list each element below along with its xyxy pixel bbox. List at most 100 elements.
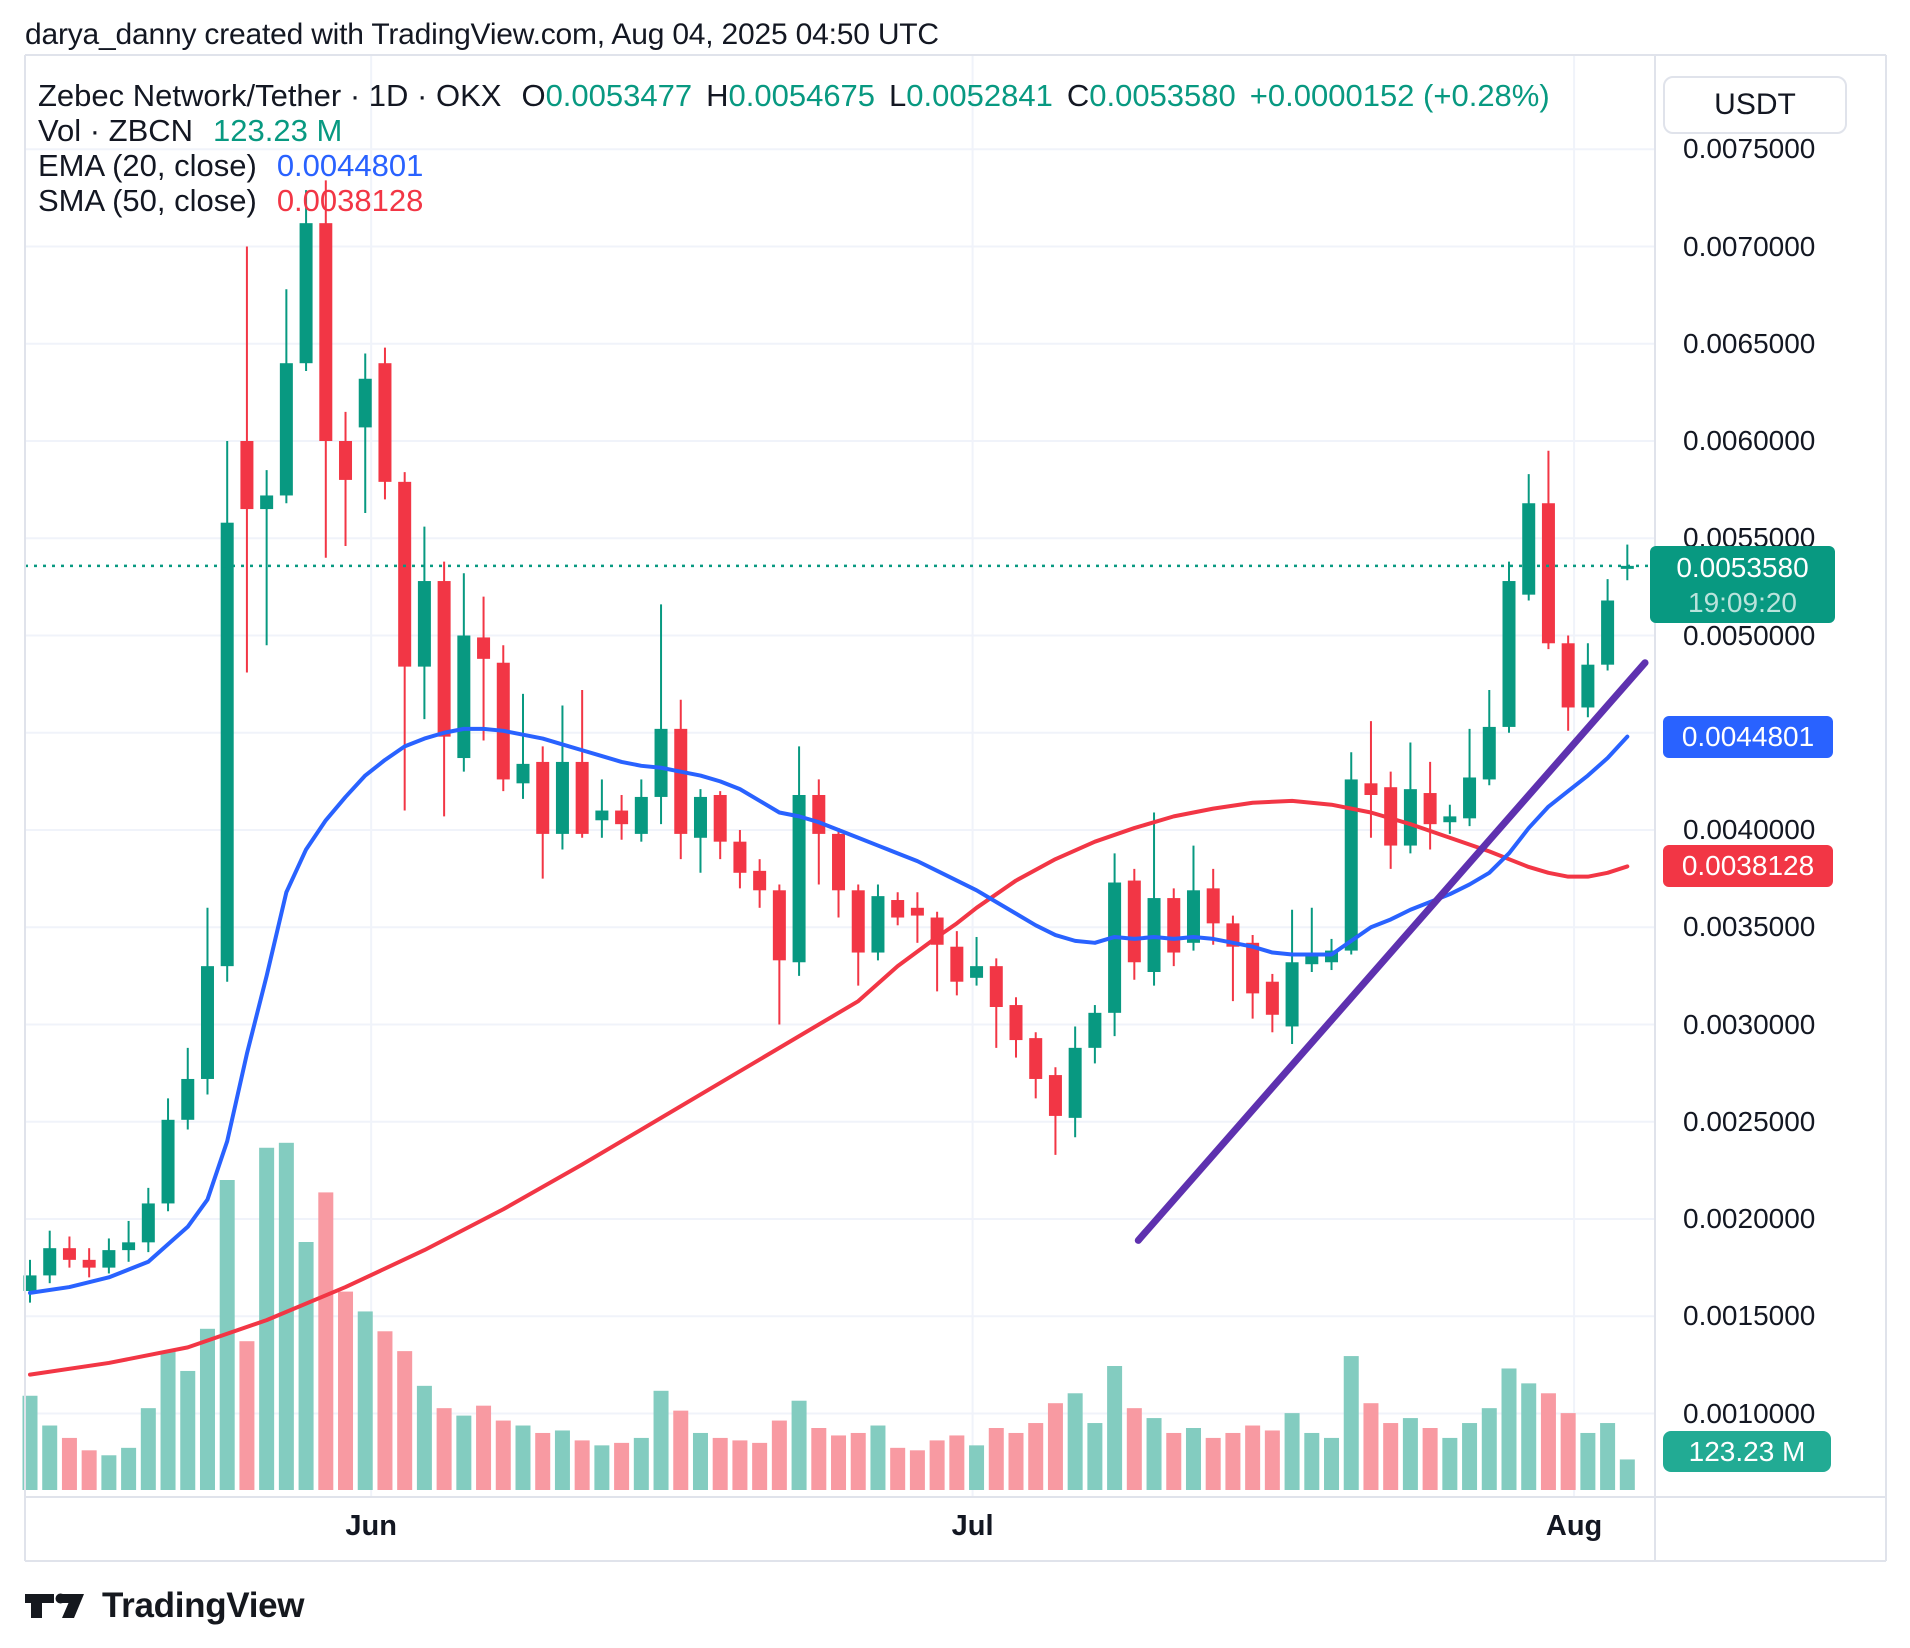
candle-body	[319, 223, 333, 442]
volume-bar	[811, 1428, 827, 1490]
candle-body	[1305, 952, 1319, 965]
volume-bar	[1501, 1368, 1517, 1490]
time-axis-label: Jul	[951, 1510, 994, 1542]
volume-bar	[1540, 1393, 1556, 1490]
open-label: O	[521, 78, 546, 113]
volume-bar	[81, 1450, 97, 1490]
volume-bar	[1205, 1437, 1221, 1490]
volume-bar	[180, 1370, 196, 1490]
volume-bar	[535, 1432, 551, 1490]
price-axis-label: 0.0015000	[1683, 1300, 1816, 1332]
volume-bar	[1245, 1425, 1261, 1490]
volume-bar	[377, 1331, 393, 1490]
legend-volume-row[interactable]: Vol · ZBCN 123.23 M	[38, 114, 1550, 148]
candle-body	[772, 890, 786, 961]
candle-body	[398, 481, 412, 667]
candle-body	[970, 966, 984, 978]
price-axis-label: 0.0065000	[1683, 327, 1816, 359]
change-value: +0.0000152 (+0.28%)	[1249, 78, 1550, 113]
volume-bar	[495, 1420, 511, 1490]
candle-body	[437, 581, 451, 737]
candle-body	[575, 761, 589, 834]
candle-body	[733, 841, 747, 873]
volume-bar	[199, 1328, 215, 1490]
current-price-value: 0.0053580	[1676, 551, 1809, 583]
volume-bar	[1324, 1437, 1340, 1490]
volume-bar	[831, 1435, 847, 1490]
symbol-title[interactable]: Zebec Network/Tether · 1D · OKX	[38, 78, 502, 113]
legend-symbol-row[interactable]: Zebec Network/Tether · 1D · OKX O0.005347…	[38, 79, 1550, 113]
candle-body	[1127, 880, 1141, 963]
price-axis-label: 0.0035000	[1683, 911, 1816, 943]
candle-body	[1048, 1075, 1062, 1116]
volume-bar	[1442, 1437, 1458, 1490]
candle-body	[989, 966, 1003, 1007]
volume-bar	[515, 1425, 531, 1490]
volume-bar	[121, 1447, 137, 1490]
volume-bar	[318, 1192, 334, 1490]
tradingview-footer[interactable]: TradingView	[25, 1586, 305, 1626]
candle-body	[1108, 882, 1122, 1013]
candle-body	[43, 1248, 57, 1276]
candle-body	[378, 363, 392, 482]
candle-body	[1364, 783, 1378, 795]
candle-body	[339, 441, 353, 480]
tradingview-wordmark: TradingView	[102, 1586, 305, 1625]
candle-body	[181, 1078, 195, 1120]
candle-body	[240, 441, 254, 510]
volume-bar	[633, 1437, 649, 1490]
candle-body	[516, 763, 530, 784]
price-axis-label: 0.0075000	[1683, 133, 1816, 165]
volume-bar	[574, 1440, 590, 1490]
price-axis-label: 0.0010000	[1683, 1397, 1816, 1429]
low-value: 0.0052841	[906, 78, 1053, 113]
current-price-badge: 0.0053580 19:09:20	[1650, 545, 1835, 623]
candle-body	[674, 728, 688, 834]
price-axis-label: 0.0070000	[1683, 230, 1816, 262]
candle-body	[1206, 888, 1220, 924]
volume-bar	[1047, 1403, 1063, 1490]
candle-body	[260, 495, 274, 510]
candle-body	[161, 1119, 175, 1204]
volume-bar	[338, 1291, 354, 1490]
volume-bar	[1067, 1393, 1083, 1490]
volume-bar	[712, 1437, 728, 1490]
candle-body	[910, 907, 924, 916]
candle-body	[1522, 503, 1536, 595]
candle-body	[812, 794, 826, 834]
volume-bar	[1225, 1432, 1241, 1490]
candle-body	[615, 810, 629, 825]
volume-bar	[1619, 1459, 1635, 1490]
volume-bar	[1008, 1432, 1024, 1490]
candle-body	[457, 635, 471, 759]
candle-body	[1541, 503, 1555, 644]
candle-body	[753, 870, 767, 891]
volume-bar	[771, 1420, 787, 1490]
volume-bar	[239, 1341, 255, 1490]
ema20-line	[28, 726, 1630, 1295]
candle-body	[536, 761, 550, 834]
volume-bar	[554, 1430, 570, 1490]
close-label: C	[1066, 78, 1090, 113]
candle-body	[1561, 643, 1575, 708]
legend-sma-row[interactable]: SMA (50, close) 0.0038128	[38, 184, 1550, 218]
volume-bar	[988, 1428, 1004, 1490]
candle-body	[1443, 816, 1457, 823]
ema-price-badge: 0.0044801	[1663, 715, 1833, 758]
candle-body	[141, 1203, 155, 1243]
candle-body	[832, 833, 846, 891]
candle-body	[1068, 1047, 1082, 1118]
candle-body	[1167, 898, 1181, 953]
currency-toggle-button[interactable]: USDT	[1663, 76, 1847, 134]
attribution-text: darya_danny created with TradingView.com…	[25, 18, 939, 51]
volume-bar	[890, 1447, 906, 1490]
candle-body	[555, 761, 569, 834]
candle-body	[950, 946, 964, 982]
candle-body	[1620, 565, 1634, 569]
volume-bar	[673, 1410, 689, 1490]
volume-value: 123.23 M	[213, 113, 343, 148]
legend-ema-row[interactable]: EMA (20, close) 0.0044801	[38, 149, 1550, 183]
volume-bar	[614, 1442, 630, 1490]
candle-body	[62, 1248, 76, 1260]
